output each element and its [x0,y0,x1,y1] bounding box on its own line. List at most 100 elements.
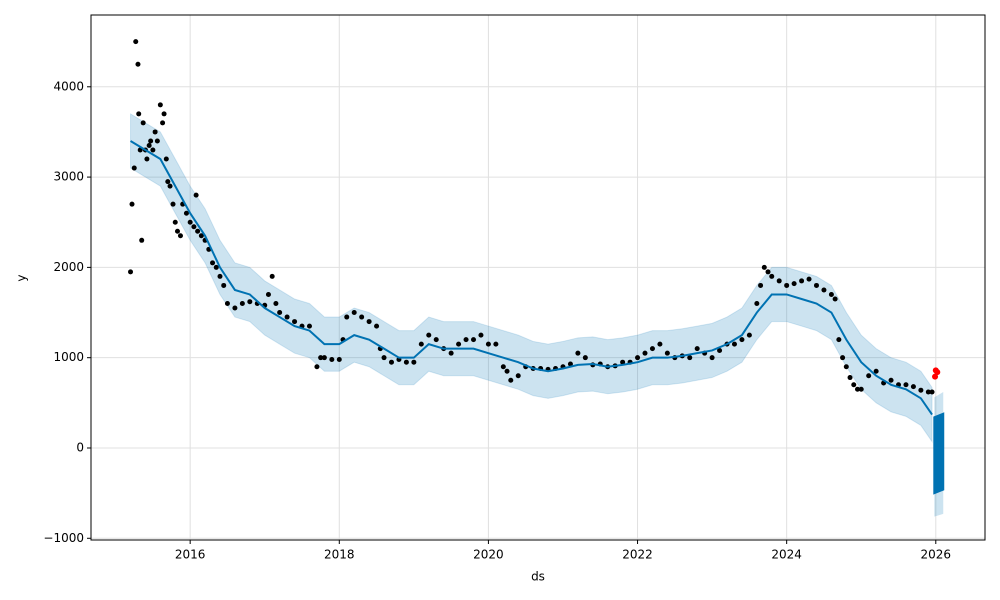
observed-point [213,264,219,270]
observed-point [167,183,173,189]
observed-point [925,389,931,395]
observed-point [508,377,514,383]
observed-point [239,301,245,307]
observed-point [165,179,171,185]
observed-point [329,356,335,362]
observed-point [177,233,183,239]
observed-point [575,350,581,356]
observed-point [903,382,909,388]
observed-point [161,111,167,117]
observed-point [139,237,145,243]
observed-point [128,269,134,275]
observed-point [277,310,283,316]
observed-point [129,201,135,207]
observed-point [133,39,139,45]
x-tick-label: 2026 [921,548,952,562]
observed-point [832,296,838,302]
observed-point [321,355,327,361]
observed-point [854,386,860,392]
observed-point [709,355,715,361]
observed-point [918,387,924,393]
observed-point [784,282,790,288]
observed-point [504,368,510,374]
observed-point [131,165,137,171]
observed-point [221,282,227,288]
observed-point [157,102,163,108]
observed-point [183,210,189,216]
y-tick-label: 4000 [53,79,84,93]
observed-point [493,341,499,347]
forecast-line [130,140,933,416]
observed-point [136,111,142,117]
observed-point [754,301,760,307]
observed-point [478,332,484,338]
observed-point [843,364,849,370]
observed-point [687,355,693,361]
observed-point [649,346,655,352]
y-tick-label: 3000 [53,170,84,184]
observed-point [388,359,394,365]
observed-point [485,341,491,347]
observed-point [403,359,409,365]
observed-point [813,282,819,288]
observed-point [500,364,506,370]
observed-point [217,273,223,279]
observed-point [731,341,737,347]
observed-point [144,156,150,162]
observed-point [247,299,253,305]
y-tick-label: 0 [76,440,84,454]
observed-point [174,228,180,234]
observed-point [193,192,199,198]
plot-frame [90,14,986,541]
observed-point [888,377,894,383]
observed-point [135,61,141,67]
observed-point [840,355,846,361]
forecast-range [933,412,945,495]
observed-point [150,147,156,153]
observed-point [642,350,648,356]
x-axis-label: ds [531,570,545,584]
observed-point [657,341,663,347]
observed-point [582,355,588,361]
observed-point [471,337,477,343]
observed-point [426,332,432,338]
observed-point [567,361,573,367]
observed-point [374,323,380,329]
observed-point [515,373,521,379]
observed-point [140,120,146,126]
y-tick-label: −1000 [43,531,84,545]
observed-point [411,359,417,365]
observed-point [873,368,879,374]
observed-point [232,305,238,311]
observed-point [292,319,298,325]
observed-point [758,282,764,288]
observed-point [910,384,916,390]
observed-point [195,228,201,234]
observed-point [170,201,176,207]
observed-point [769,273,775,279]
observed-point [746,332,752,338]
highlight-point [932,373,939,380]
observed-point [851,382,857,388]
x-tick-label: 2016 [175,548,206,562]
observed-point [828,291,834,297]
observed-point [381,355,387,361]
observed-point [366,319,372,325]
observed-point [858,386,864,392]
observed-point [306,323,312,329]
x-tick-label: 2022 [622,548,653,562]
y-tick-label: 1000 [53,350,84,364]
x-tick-label: 2024 [771,548,802,562]
observed-point [717,347,723,353]
observed-point [418,341,424,347]
observed-point [160,120,166,126]
observed-point [146,142,152,148]
y-axis-label: y [15,274,29,281]
observed-point [344,314,350,320]
uncertainty-band [130,112,933,444]
observed-point [776,278,782,284]
observed-point [448,350,454,356]
observed-point [187,219,193,225]
observed-point [929,389,935,395]
